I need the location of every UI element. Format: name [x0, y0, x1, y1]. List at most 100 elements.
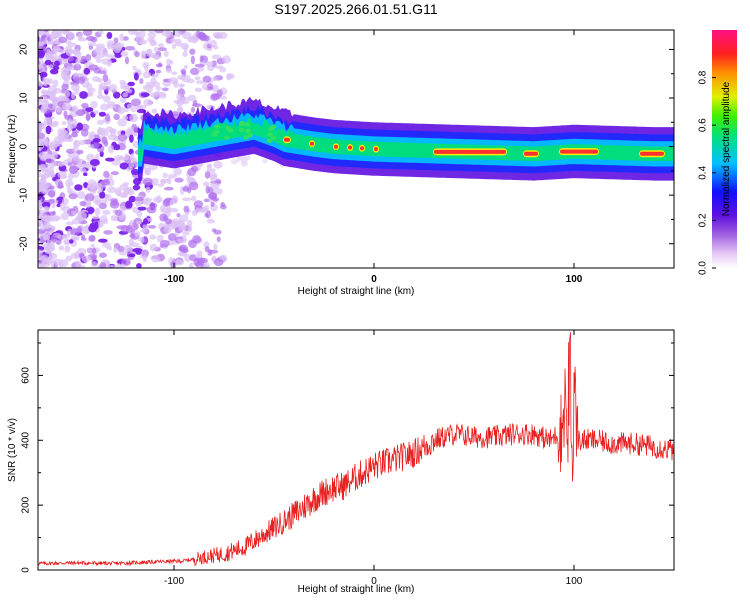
noise-blob	[113, 247, 118, 253]
noise-blob	[65, 48, 73, 57]
noise-blob	[79, 139, 86, 146]
noise-blob	[120, 51, 129, 57]
noise-blob	[113, 91, 121, 99]
y-tick-label: -10	[19, 187, 30, 202]
noise-blob	[44, 250, 52, 255]
noise-blob	[179, 252, 187, 257]
noise-blob	[182, 197, 192, 202]
y-tick-label: 20	[19, 43, 30, 55]
ridge-blob	[267, 126, 274, 132]
haze-blob	[236, 156, 241, 163]
ridge-hot-core	[348, 145, 352, 150]
noise-blob	[125, 225, 133, 234]
noise-blob	[205, 61, 214, 67]
noise-blob	[42, 235, 50, 241]
noise-blob	[38, 80, 42, 86]
noise-blob	[177, 105, 184, 114]
ridge-hot-core	[434, 149, 506, 154]
noise-blob	[133, 132, 139, 137]
noise-blob	[57, 181, 64, 190]
noise-blob	[106, 42, 113, 50]
noise-blob	[31, 209, 35, 215]
noise-blob	[101, 131, 109, 137]
ridge-blob	[267, 132, 274, 137]
noise-blob	[170, 37, 176, 44]
noise-blob	[102, 73, 109, 83]
ridge-blob	[227, 128, 234, 133]
noise-blob	[50, 151, 58, 160]
noise-blob	[143, 177, 153, 186]
noise-blob	[110, 41, 121, 46]
noise-blob	[174, 30, 182, 38]
noise-blob	[149, 202, 158, 209]
noise-blob	[56, 106, 62, 113]
noise-blob	[199, 207, 209, 213]
noise-blob	[177, 238, 187, 244]
noise-blob	[67, 123, 77, 129]
noise-blob	[105, 113, 111, 122]
noise-blob	[218, 31, 228, 40]
noise-blob	[43, 206, 49, 211]
noise-blob	[45, 125, 52, 135]
noise-blob	[68, 42, 77, 47]
noise-blob	[128, 195, 136, 203]
noise-blob	[88, 45, 94, 50]
noise-blob	[210, 168, 216, 173]
noise-blob	[210, 202, 215, 207]
noise-blob	[38, 132, 46, 140]
noise-blob	[86, 247, 91, 253]
noise-blob	[40, 155, 47, 162]
noise-blob	[73, 236, 78, 242]
noise-blob	[84, 224, 90, 233]
snr-y-label: SNR (10 * v/v)	[7, 418, 18, 482]
noise-blob	[99, 262, 107, 268]
noise-blob	[38, 30, 43, 36]
noise-blob	[63, 110, 68, 118]
noise-blob	[38, 201, 42, 207]
noise-blob	[99, 191, 106, 199]
noise-blob	[28, 118, 34, 122]
noise-blob	[48, 190, 56, 198]
noise-blob	[109, 128, 117, 134]
noise-blob	[86, 183, 96, 190]
snr-panel: -100 0 100 0 200 400 600 Height of straight li…	[7, 329, 675, 595]
noise-blob	[213, 243, 218, 251]
noise-blob	[144, 167, 152, 176]
noise-blob	[38, 57, 44, 66]
noise-blob	[117, 156, 126, 161]
noise-blob	[194, 87, 202, 93]
noise-blob	[178, 222, 187, 232]
noise-blob	[102, 209, 111, 216]
noise-blob	[58, 259, 69, 268]
noise-blob	[119, 162, 129, 170]
noise-blob	[210, 93, 219, 101]
noise-blob	[81, 255, 91, 263]
noise-blob	[166, 30, 171, 38]
noise-blob	[66, 158, 73, 163]
noise-blob	[58, 245, 65, 251]
noise-blob	[213, 258, 224, 267]
noise-blob	[150, 255, 161, 263]
noise-blob	[155, 69, 162, 74]
noise-blob	[73, 48, 81, 55]
noise-blob	[57, 161, 65, 167]
ridge-hot-core	[284, 137, 290, 142]
noise-blob	[76, 191, 86, 199]
noise-blob	[179, 214, 189, 223]
noise-blob	[113, 45, 122, 54]
noise-blob	[30, 130, 37, 136]
noise-blob	[142, 224, 149, 229]
noise-blob	[143, 218, 148, 225]
colorbar: 0.0 0.2 0.4 0.6 0.8 Normalized spectral ampl…	[698, 30, 737, 275]
noise-blob	[128, 253, 136, 258]
noise-blob	[117, 245, 125, 253]
noise-blob	[184, 211, 190, 216]
noise-blob	[163, 50, 169, 57]
noise-blob	[186, 219, 193, 227]
noise-blob	[156, 234, 164, 243]
noise-blob	[48, 198, 55, 204]
noise-blob	[173, 99, 184, 105]
noise-blob	[30, 248, 37, 256]
noise-blob	[124, 244, 131, 252]
noise-blob	[151, 108, 158, 114]
